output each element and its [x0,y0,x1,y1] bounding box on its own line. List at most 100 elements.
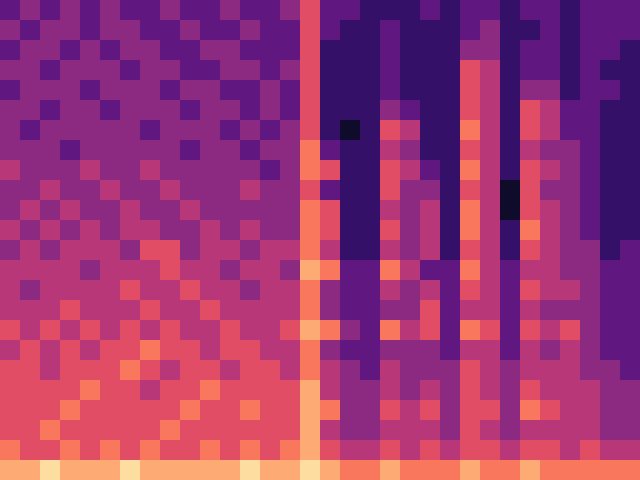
cell [200,440,221,461]
cell [80,20,101,41]
cell [420,120,441,141]
cell [320,160,341,181]
cell [580,160,601,181]
cell [580,440,601,461]
cell [100,120,121,141]
cell [400,240,421,261]
cell [380,60,401,81]
cell [540,240,561,261]
cell [360,240,381,261]
cell [620,300,640,321]
cell [560,80,581,101]
cell [180,120,201,141]
cell [280,60,301,81]
cell [380,200,401,221]
cell [560,220,581,241]
cell [280,40,301,61]
cell [560,400,581,421]
cell [560,240,581,261]
cell [380,400,401,421]
cell [40,180,61,201]
cell [520,360,541,381]
cell [20,340,41,361]
cell [460,300,481,321]
cell [200,260,221,281]
cell [620,340,640,361]
cell [420,60,441,81]
cell [320,240,341,261]
cell [440,300,461,321]
cell [40,200,61,221]
cell [620,420,640,441]
cell [340,240,361,261]
cell [380,140,401,161]
cell [340,200,361,221]
cell [180,240,201,261]
cell [20,320,41,341]
cell [180,160,201,181]
cell [480,80,501,101]
cell [180,260,201,281]
cell [20,80,41,101]
cell [580,400,601,421]
cell [460,140,481,161]
cell [500,440,521,461]
cell [560,280,581,301]
cell [160,380,181,401]
cell [360,320,381,341]
cell [20,180,41,201]
cell [400,0,421,21]
cell [240,20,261,41]
cell [580,360,601,381]
cell [420,240,441,261]
cell [600,160,621,181]
cell [420,340,441,361]
cell [560,20,581,41]
cell [500,100,521,121]
cell [200,0,221,21]
cell [540,380,561,401]
cell [200,120,221,141]
cell [520,400,541,421]
cell [360,60,381,81]
cell [160,0,181,21]
cell [0,160,21,181]
cell [520,280,541,301]
cell [0,140,21,161]
cell [320,440,341,461]
cell [320,0,341,21]
cell [620,40,640,61]
cell [180,220,201,241]
cell [280,100,301,121]
cell [100,100,121,121]
cell [120,340,141,361]
cell [540,140,561,161]
cell [20,60,41,81]
cell [600,40,621,61]
cell [160,440,181,461]
cell [400,360,421,381]
cell [580,60,601,81]
cell [420,400,441,421]
cell [600,240,621,261]
cell [280,280,301,301]
cell [100,0,121,21]
cell [220,460,241,480]
cell [80,0,101,21]
cell [60,280,81,301]
cell [380,440,401,461]
cell [420,440,441,461]
cell [80,360,101,381]
cell [120,240,141,261]
cell [340,120,361,141]
cell [520,240,541,261]
cell [40,360,61,381]
cell [300,80,321,101]
cell [0,120,21,141]
cell [460,80,481,101]
cell [40,100,61,121]
cell [40,40,61,61]
cell [520,420,541,441]
cell [140,300,161,321]
cell [340,320,361,341]
